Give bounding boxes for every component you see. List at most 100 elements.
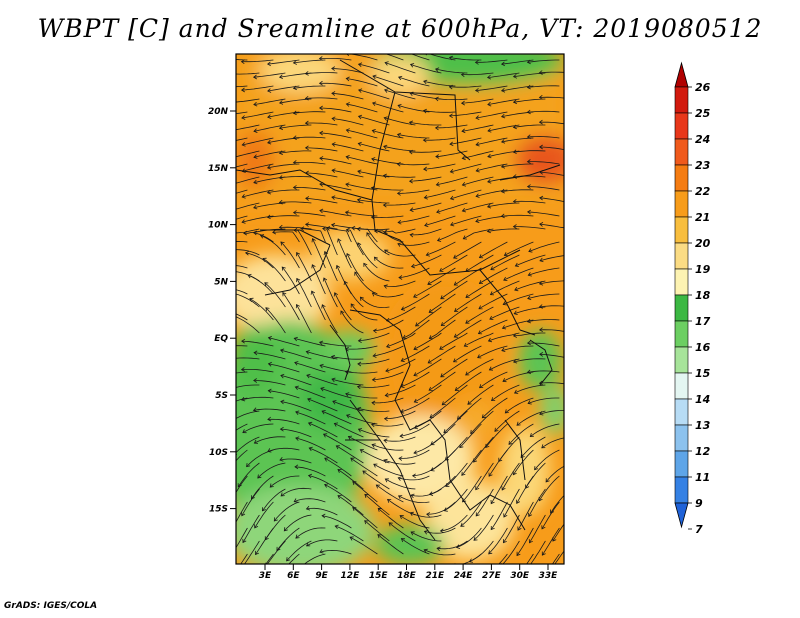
streamline bbox=[465, 280, 494, 298]
streamline bbox=[336, 445, 364, 464]
colorbar-label: 20 bbox=[695, 237, 711, 250]
streamline-arrow bbox=[331, 168, 336, 173]
streamline-arrow bbox=[539, 411, 544, 416]
streamline bbox=[371, 444, 404, 451]
streamline-arrow bbox=[475, 218, 480, 223]
streamline-arrow bbox=[331, 91, 336, 96]
streamline bbox=[236, 189, 248, 194]
streamline-arrow bbox=[320, 387, 325, 392]
streamline-arrow bbox=[228, 248, 231, 252]
streamline-arrow bbox=[526, 369, 532, 375]
streamline bbox=[354, 271, 378, 295]
streamline bbox=[267, 59, 300, 65]
streamline bbox=[293, 85, 326, 89]
streamline bbox=[413, 436, 442, 454]
streamline bbox=[437, 540, 468, 550]
streamline bbox=[372, 292, 404, 298]
colorbar-label: 23 bbox=[695, 159, 711, 172]
streamline-arrow bbox=[216, 141, 219, 145]
streamline bbox=[372, 371, 404, 381]
streamline bbox=[475, 488, 494, 517]
streamline-arrow bbox=[371, 157, 376, 162]
streamline-arrow bbox=[228, 357, 231, 361]
streamline bbox=[332, 118, 364, 126]
streamline bbox=[279, 201, 312, 204]
lat-tick-label: 5N bbox=[214, 277, 228, 287]
streamline-arrow bbox=[513, 389, 519, 394]
streamline bbox=[450, 189, 482, 200]
streamline bbox=[539, 410, 564, 415]
streamline-arrow bbox=[439, 345, 444, 350]
streamline-arrow bbox=[384, 249, 389, 254]
colorbar-swatch bbox=[674, 190, 689, 218]
streamline bbox=[236, 98, 260, 103]
streamline bbox=[435, 124, 468, 129]
streamline bbox=[268, 363, 300, 373]
streamline-arrow bbox=[526, 159, 531, 164]
streamline-arrow bbox=[526, 109, 531, 115]
streamline bbox=[503, 488, 520, 518]
streamline bbox=[413, 358, 442, 376]
streamline-arrow bbox=[366, 232, 371, 237]
streamline-arrow bbox=[269, 483, 274, 488]
streamline bbox=[332, 169, 364, 178]
streamline bbox=[487, 72, 520, 78]
streamline-arrow bbox=[227, 72, 230, 76]
streamline-arrow bbox=[279, 348, 285, 353]
streamline bbox=[489, 306, 520, 320]
streamline-arrow bbox=[508, 440, 513, 445]
streamline-arrow bbox=[304, 95, 309, 101]
streamline-arrow bbox=[475, 115, 480, 120]
streamline-arrow bbox=[304, 145, 309, 151]
streamline-arrow bbox=[541, 551, 546, 556]
streamline-arrow bbox=[318, 105, 323, 111]
streamline-arrow bbox=[486, 203, 492, 209]
streamline-arrow bbox=[478, 254, 484, 259]
streamline bbox=[513, 358, 546, 363]
streamline-arrow bbox=[436, 209, 441, 214]
streamline-arrow bbox=[487, 101, 492, 107]
streamline bbox=[449, 111, 482, 117]
streamlines bbox=[216, 54, 564, 564]
streamline bbox=[280, 349, 312, 360]
streamline-arrow bbox=[346, 54, 350, 57]
colorbar-swatch bbox=[674, 372, 689, 400]
streamline-arrow bbox=[372, 353, 377, 358]
streamline bbox=[236, 527, 248, 549]
streamline-arrow bbox=[550, 509, 555, 514]
streamline-arrow bbox=[526, 134, 531, 140]
lon-tick-label: 18E bbox=[397, 571, 417, 581]
streamline-arrow bbox=[409, 63, 415, 68]
streamline-arrow bbox=[502, 378, 507, 383]
streamline bbox=[260, 235, 286, 256]
streamline-arrow bbox=[385, 368, 390, 373]
streamline-arrow bbox=[440, 322, 445, 327]
streamline-arrow bbox=[398, 75, 403, 81]
streamline bbox=[435, 98, 468, 100]
lon-tick-label: 27E bbox=[482, 571, 502, 581]
streamline bbox=[373, 463, 404, 477]
streamline bbox=[508, 423, 534, 445]
streamline bbox=[363, 263, 390, 282]
streamline bbox=[427, 267, 456, 285]
colorbar-label: 16 bbox=[695, 341, 711, 354]
streamline bbox=[424, 215, 456, 226]
colorbar-swatch bbox=[674, 112, 689, 140]
streamline-arrow bbox=[229, 269, 232, 273]
streamline-arrow bbox=[319, 156, 324, 161]
streamline bbox=[253, 124, 286, 132]
streamline-arrow bbox=[487, 153, 492, 159]
streamline-arrow bbox=[278, 224, 283, 230]
streamline-arrow bbox=[526, 184, 531, 189]
lon-tick-label: 30E bbox=[510, 571, 530, 581]
streamline bbox=[435, 68, 468, 74]
streamline-arrow bbox=[319, 549, 324, 554]
streamline bbox=[279, 150, 312, 154]
streamline bbox=[350, 303, 378, 321]
streamline-arrow bbox=[296, 251, 301, 257]
streamline bbox=[242, 189, 274, 198]
streamline bbox=[319, 341, 352, 347]
streamline bbox=[236, 176, 260, 184]
streamline bbox=[539, 329, 564, 332]
streamline bbox=[383, 145, 416, 152]
